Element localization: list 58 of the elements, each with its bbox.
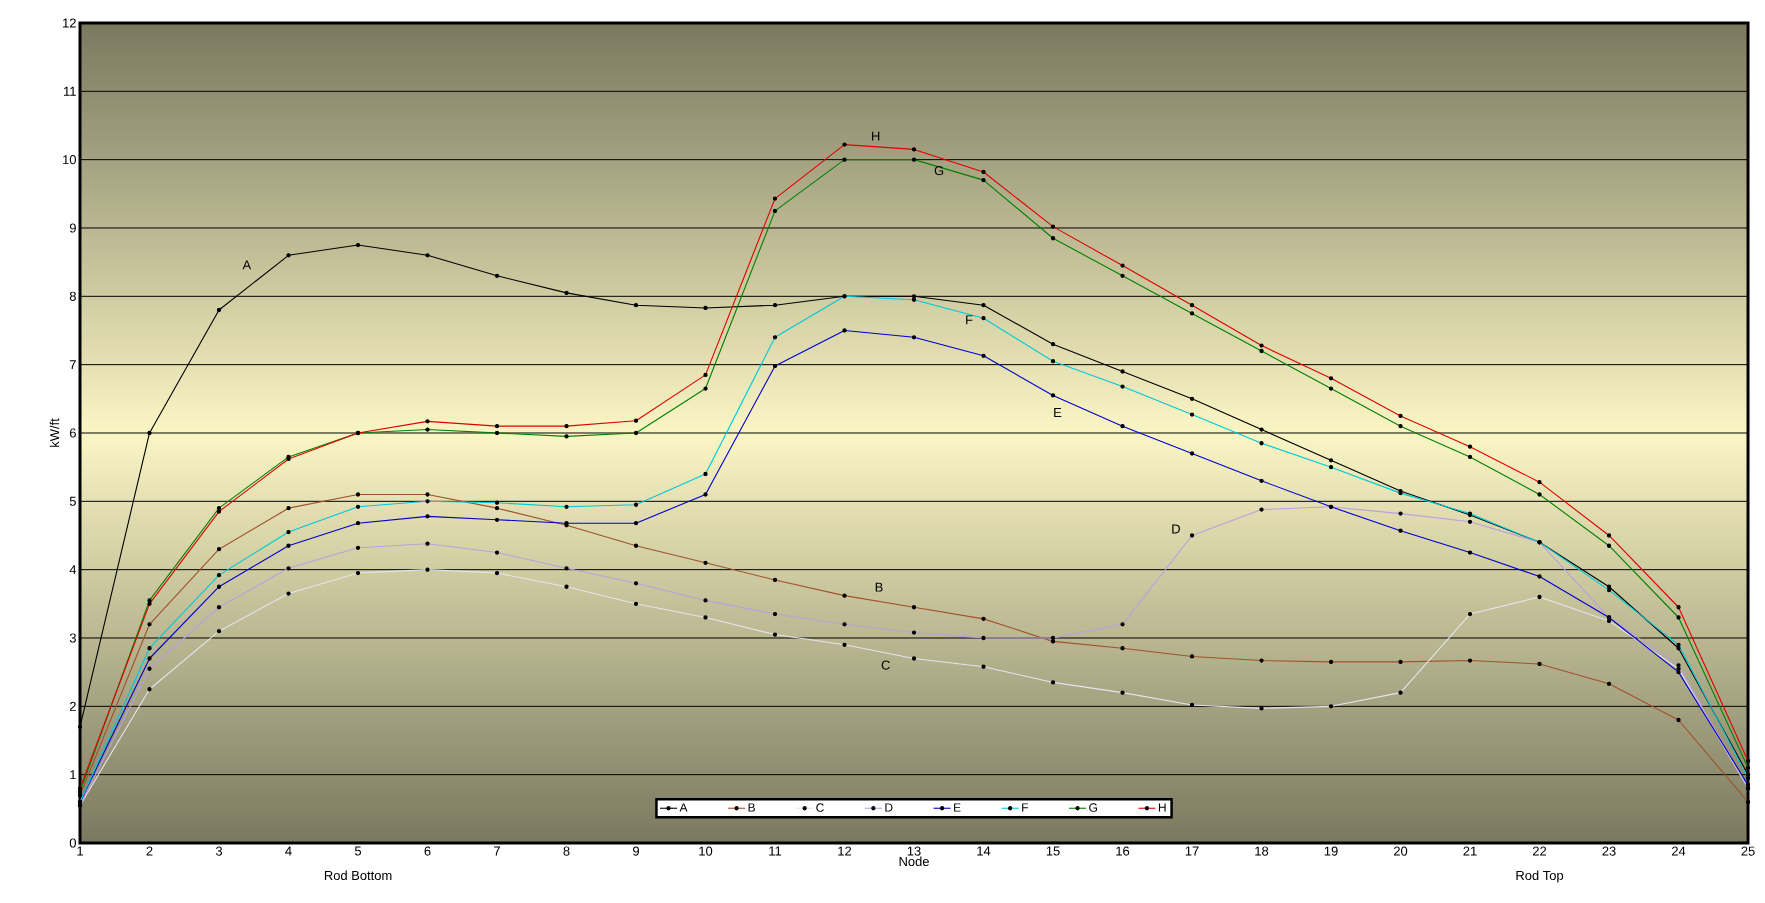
legend-label: B: [748, 803, 755, 812]
x-tick-label: 17: [1185, 846, 1199, 856]
x-tick-label: 19: [1324, 846, 1338, 856]
y-tick-label: 12: [63, 18, 76, 28]
y-tick-label: 5: [69, 496, 76, 506]
y-tick-label: 1: [70, 770, 76, 780]
text: Rod Bottom: [324, 870, 392, 881]
legend-label: H: [1158, 803, 1166, 812]
legend-label: C: [816, 803, 824, 812]
x-tick-label: 8: [563, 846, 570, 856]
x-tick-label: 9: [633, 846, 639, 856]
x-tick-label: 2: [146, 846, 153, 856]
text: Rod Top: [1516, 870, 1564, 883]
y-tick-label: 10: [63, 155, 76, 165]
x-tick-label: 3: [215, 846, 223, 856]
x-tick-label: 21: [1463, 846, 1477, 856]
y-tick-label: 8: [69, 291, 76, 301]
annotation: D: [1172, 524, 1180, 534]
x-tick-label: 22: [1532, 846, 1547, 856]
y-axis-title: kW/ft: [49, 418, 60, 447]
annotation: C: [881, 660, 890, 670]
legend-label: D: [885, 803, 893, 812]
x-tick-label: 20: [1393, 846, 1408, 856]
legend-label: A: [679, 803, 688, 812]
annotation: G: [934, 165, 944, 176]
annotation: H: [872, 131, 880, 141]
y-tick-label: 0: [69, 838, 76, 848]
x-tick-label: 24: [1671, 846, 1686, 856]
annotation: B: [875, 582, 883, 592]
x-tick-label: 18: [1255, 846, 1269, 856]
x-tick-label: 10: [699, 846, 713, 856]
y-tick-label: 3: [69, 633, 76, 643]
y-tick-label: 2: [69, 701, 76, 711]
y-tick-label: 11: [64, 86, 76, 96]
x-tick-label: 12: [838, 846, 852, 856]
annotation: F: [966, 315, 973, 325]
y-tick-label: 6: [69, 428, 76, 438]
x-tick-label: 5: [354, 846, 362, 856]
legend-label: F: [1022, 803, 1028, 812]
x-axis-title: Node: [899, 856, 929, 867]
x-tick-label: 1: [77, 846, 83, 856]
annotation: E: [1054, 408, 1062, 417]
legend-label: E: [954, 803, 961, 812]
x-tick-label: 13: [907, 846, 921, 856]
x-tick-label: 25: [1741, 846, 1755, 856]
x-tick-label: 6: [424, 846, 431, 856]
x-tick-label: 7: [494, 846, 500, 856]
x-tick-label: 23: [1602, 846, 1616, 856]
x-tick-label: 15: [1046, 846, 1060, 856]
x-tick-label: 11: [769, 846, 782, 856]
y-tick-label: 7: [69, 360, 76, 370]
legend-label: G: [1089, 803, 1097, 812]
x-tick-label: 14: [977, 846, 991, 856]
y-tick-label: 4: [69, 565, 77, 575]
annotation: A: [242, 260, 252, 270]
x-tick-label: 4: [285, 846, 292, 856]
y-tick-label: 9: [69, 223, 76, 233]
x-tick-label: 16: [1116, 846, 1130, 856]
